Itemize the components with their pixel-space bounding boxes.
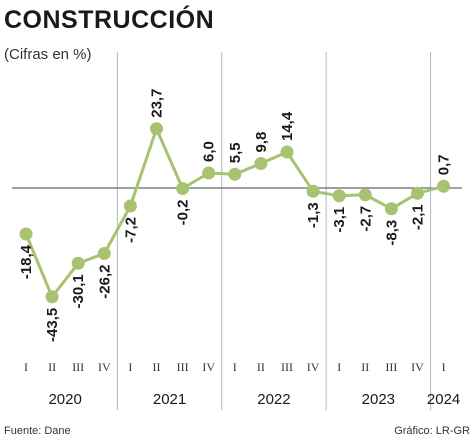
data-label: 23,7 [149, 89, 166, 118]
year-label: 2021 [153, 391, 186, 408]
data-label: 14,4 [279, 111, 296, 141]
data-point [280, 145, 294, 159]
quarter-label: II [361, 360, 369, 374]
point-layer [19, 122, 451, 304]
quarter-label: II [48, 360, 56, 374]
data-label: -1,3 [305, 202, 322, 228]
data-label: 0,7 [436, 154, 453, 175]
data-label: -26,2 [96, 265, 113, 299]
data-label: 9,8 [253, 132, 270, 153]
quarter-label: I [233, 360, 237, 374]
data-point [228, 167, 242, 181]
data-point [306, 184, 320, 198]
year-label: 2022 [257, 391, 290, 408]
source-note: Fuente: Dane [4, 425, 71, 437]
data-label: -2,1 [410, 204, 427, 230]
quarter-label: IV [98, 360, 111, 374]
quarter-label: III [281, 360, 293, 374]
quarter-label: I [24, 360, 28, 374]
data-point [358, 188, 372, 202]
year-label: 2023 [362, 391, 395, 408]
data-point [411, 186, 424, 200]
year-label: 2020 [48, 391, 81, 408]
data-label: -30,1 [70, 274, 87, 308]
quarter-layer: I II III IV I II III IV I II III IV I II III IV I [24, 360, 446, 374]
data-point [123, 199, 137, 213]
data-point [437, 179, 451, 193]
data-label: -2,7 [357, 206, 374, 232]
quarter-label: I [442, 360, 446, 374]
data-point [150, 122, 163, 136]
data-label: -43,5 [44, 308, 61, 342]
chart-title: CONSTRUCCIÓN [4, 6, 215, 34]
quarter-label: III [385, 360, 397, 374]
quarter-label: III [177, 360, 189, 374]
data-point [19, 227, 33, 241]
quarter-label: IV [202, 360, 215, 374]
data-point [332, 189, 346, 203]
year-label: 2024 [427, 391, 460, 408]
data-point [384, 202, 398, 216]
quarter-label: I [128, 360, 132, 374]
quarter-label: II [153, 360, 161, 374]
data-label: -8,3 [383, 220, 400, 246]
data-label: -3,1 [331, 207, 348, 233]
data-point [176, 182, 190, 195]
data-point [202, 166, 216, 180]
data-label: 5,5 [227, 142, 244, 163]
quarter-label: IV [411, 360, 424, 374]
data-point [254, 157, 268, 170]
quarter-label: II [257, 360, 265, 374]
label-layer: -18,4 -43,5 -30,1 -26,2 -7,2 23,7 -0,2 6,0 5,5 9,… [18, 89, 453, 342]
data-label: 6,0 [201, 141, 218, 162]
data-label: -0,2 [175, 200, 192, 226]
chart-subtitle: (Cifras en %) [4, 46, 92, 63]
year-layer: 2020 2021 2022 2023 2024 [48, 391, 460, 408]
data-point [97, 247, 111, 260]
quarter-label: IV [307, 360, 320, 374]
quarter-label: I [337, 360, 341, 374]
quarter-label: III [72, 360, 84, 374]
data-label: -7,2 [122, 217, 139, 243]
graphic-credit: Gráfico: LR-GR [394, 425, 470, 437]
data-point [71, 256, 85, 270]
data-label: -18,4 [18, 244, 35, 279]
data-point [45, 290, 59, 304]
